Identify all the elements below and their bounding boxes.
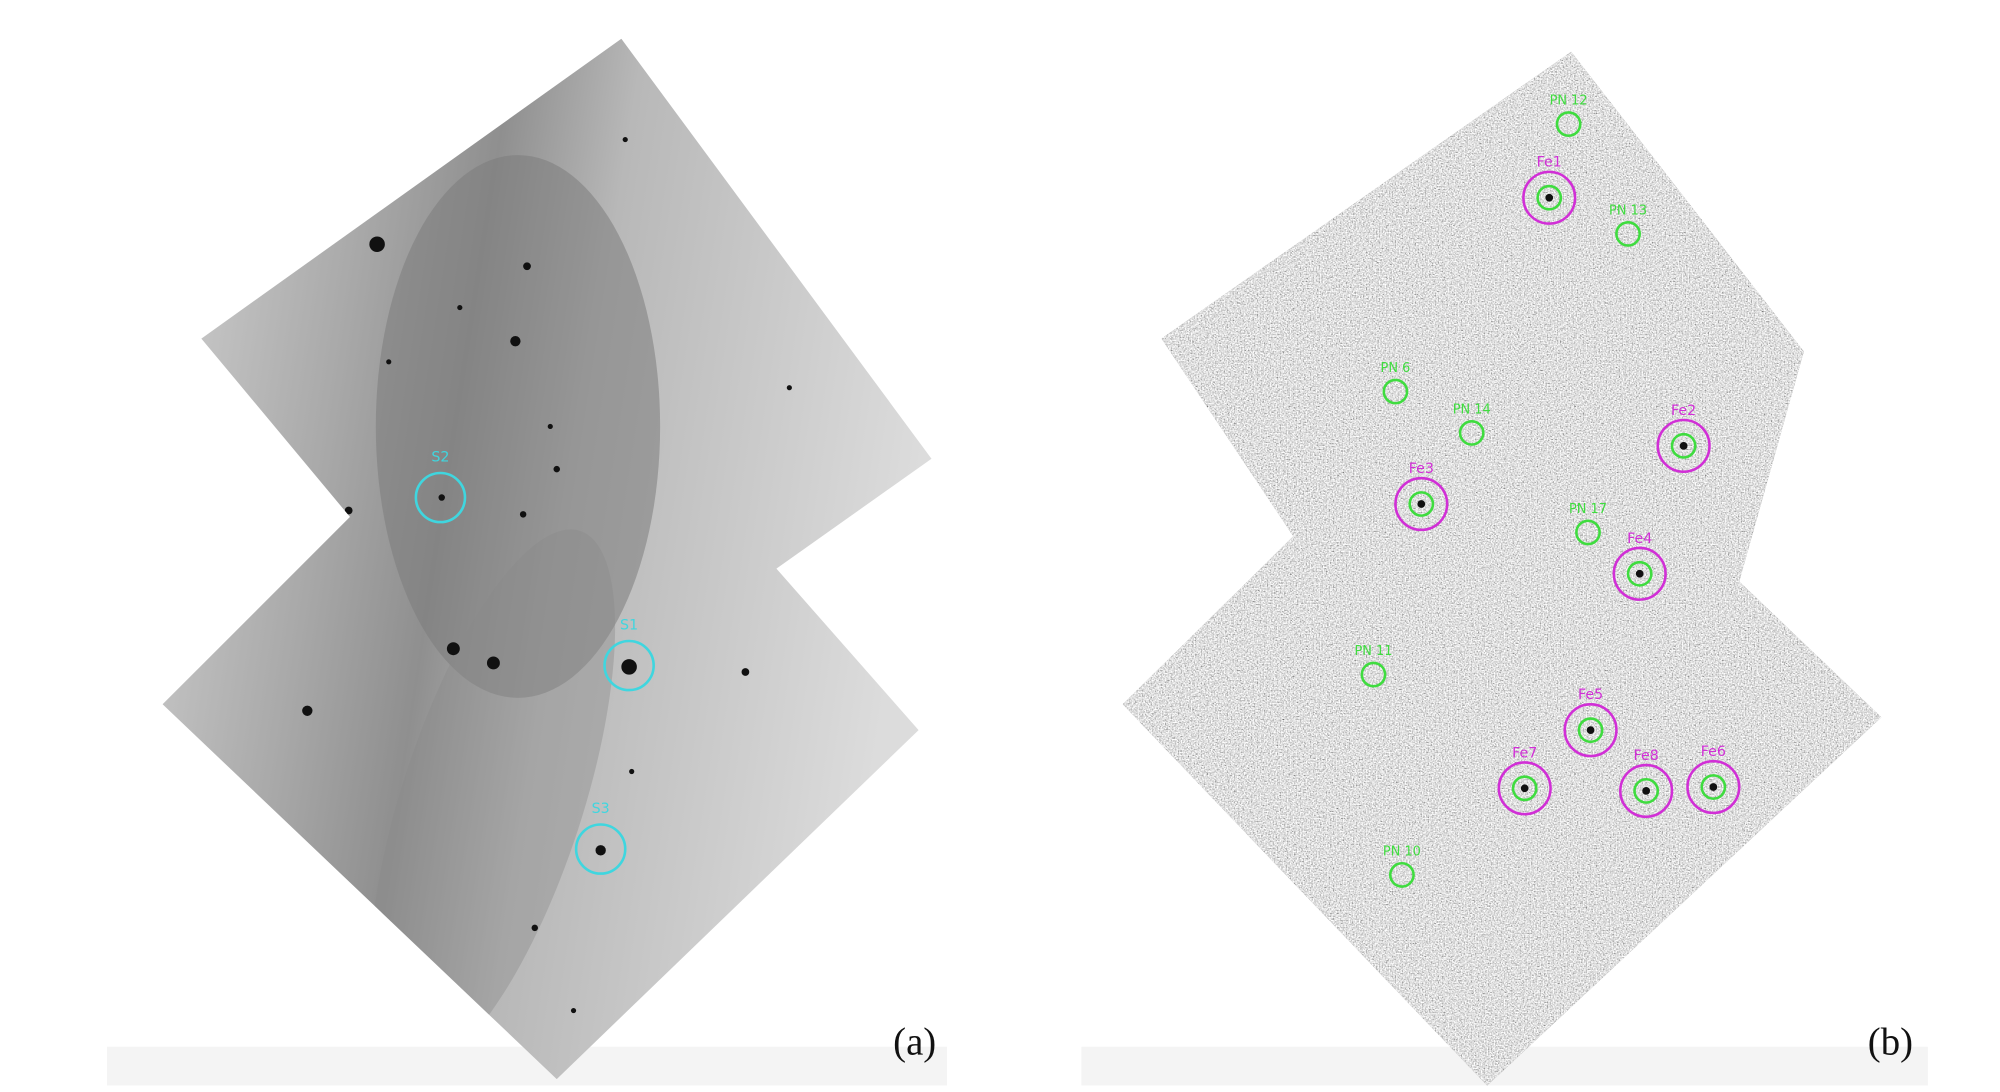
panel-label: (a): [893, 1021, 936, 1064]
footer-shade: [107, 1046, 948, 1086]
star: [1586, 726, 1595, 735]
star: [1417, 500, 1426, 508]
pn-label: PN 6: [1381, 361, 1411, 376]
fe-circle: [1612, 546, 1667, 601]
pn-label: PN 13: [1609, 204, 1647, 219]
nebula: [375, 155, 661, 698]
source-label: S1: [620, 617, 638, 633]
star: [1642, 787, 1651, 795]
pn-label: PN 10: [1383, 845, 1421, 860]
star: [1545, 193, 1554, 202]
pn-circle: [1536, 184, 1563, 211]
fe-label: Fe8: [1634, 748, 1659, 764]
pn-circle: [1615, 220, 1641, 247]
fe-label: Fe5: [1578, 687, 1603, 703]
pn-circle: [1458, 420, 1485, 446]
source-label: S2: [431, 449, 449, 465]
fe-label: Fe3: [1409, 461, 1434, 477]
pn-circle: [1626, 560, 1653, 587]
fe-label: Fe2: [1671, 403, 1696, 419]
pn-circle: [1577, 717, 1604, 744]
source-circle: [574, 823, 627, 875]
pn-circle: [1511, 775, 1538, 802]
stars: [302, 136, 792, 1014]
fe-circle: [1656, 418, 1711, 473]
fe-label: Fe4: [1627, 531, 1652, 547]
pn-circle: [1408, 491, 1435, 517]
panel-label: (b): [1868, 1021, 1913, 1064]
pn-circle: [1633, 777, 1660, 804]
source-circle: [603, 639, 655, 692]
pn-circle: [1555, 111, 1582, 137]
fe-label: Fe1: [1537, 155, 1562, 171]
star: [1520, 784, 1529, 793]
fe-circle: [1563, 703, 1618, 758]
source-circle: [414, 471, 467, 524]
nebula: [369, 529, 616, 1074]
fe-circle: [1497, 761, 1552, 816]
fe-circle: [1686, 759, 1741, 815]
star: [1709, 783, 1718, 791]
star: [1679, 441, 1688, 450]
source-label: S3: [592, 801, 610, 817]
pn-circle: [1670, 432, 1697, 459]
fe-label: Fe6: [1701, 744, 1726, 760]
fe-label: Fe7: [1512, 745, 1537, 761]
pn-circle: [1382, 378, 1409, 405]
star: [1635, 569, 1644, 578]
panel-a: S2 S1 S3 (a): [107, 38, 948, 1086]
fe-circle: [1522, 170, 1577, 225]
fe-circle: [1394, 476, 1449, 532]
pn-label: PN 14: [1453, 403, 1491, 418]
pn-label: PN 11: [1354, 644, 1392, 659]
pn-circle: [1360, 661, 1387, 688]
fe-markers: Fe1 Fe2 Fe3 Fe4 Fe5 Fe6 Fe7 Fe8: [1394, 155, 1741, 819]
source-markers: [414, 471, 655, 875]
pn-circle: [1575, 519, 1601, 546]
pn-label: PN 17: [1569, 502, 1607, 517]
image-noise: [1122, 51, 1882, 1086]
pn-markers: PN 12 PN 13 PN 6 PN 14 PN 17 PN 11 PN 10: [1354, 94, 1647, 888]
fe-circle: [1619, 763, 1674, 819]
pn-circle: [1388, 861, 1415, 888]
pn-label: PN 12: [1550, 94, 1588, 109]
pn-circle: [1700, 774, 1727, 800]
